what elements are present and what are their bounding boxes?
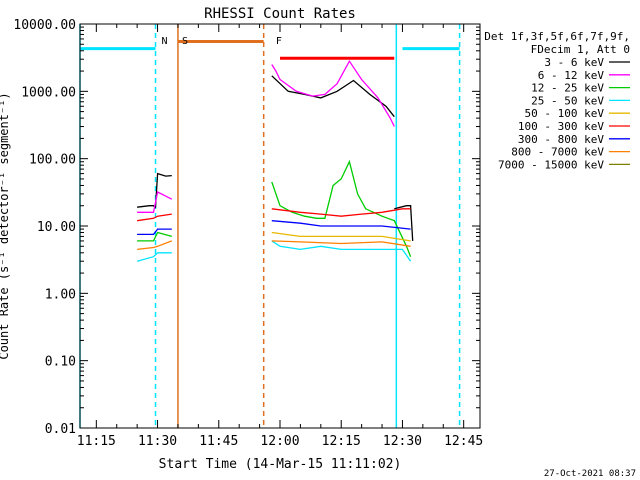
- legend-entry-label: 800 - 7000 keV: [511, 146, 604, 159]
- plot-frame: [79, 23, 481, 429]
- legend-entry-label: 300 - 800 keV: [518, 133, 604, 146]
- legend-entry-label: 3 - 6 keV: [544, 56, 604, 69]
- series-line: [271, 220, 411, 230]
- series-line: [137, 213, 172, 222]
- legend-entry-label: 50 - 100 keV: [525, 107, 605, 120]
- series-line: [271, 231, 411, 242]
- flag-annotation: N: [162, 36, 168, 47]
- series-line: [271, 159, 412, 257]
- x-tick-label: 11:30: [138, 434, 177, 449]
- y-tick-label: 10000.00: [13, 18, 76, 33]
- legend: Det 1f,3f,5f,6f,7f,9f,FDecim 1, Att 03 -…: [484, 30, 630, 171]
- series-line: [136, 252, 172, 262]
- timestamp: 27-Oct-2021 08:37: [544, 469, 636, 479]
- legend-entry-label: 100 - 300 keV: [518, 120, 604, 133]
- x-tick-label: 12:15: [322, 434, 361, 449]
- y-tick-label: 100.00: [29, 153, 76, 168]
- y-tick-label: 0.10: [45, 355, 76, 370]
- flag-bars: [80, 39, 460, 60]
- series-line: [137, 228, 172, 236]
- x-tick-label: 12:30: [383, 434, 422, 449]
- legend-entry-label: 25 - 50 keV: [531, 94, 604, 107]
- chart-title: RHESSI Count Rates: [204, 6, 356, 22]
- series-line: [271, 240, 412, 262]
- series-line: [137, 172, 172, 209]
- x-tick-label: 12:00: [260, 434, 299, 449]
- x-tick-label: 11:45: [199, 434, 238, 449]
- legend-entry-label: 12 - 25 keV: [531, 82, 604, 95]
- y-tick-label: 1.00: [45, 287, 76, 302]
- legend-entry-label: 6 - 12 keV: [538, 69, 605, 82]
- y-tick-label: 10.00: [37, 220, 76, 235]
- series-line: [137, 231, 172, 242]
- series-lines: [136, 59, 414, 262]
- y-tick-label: 1000.00: [21, 85, 76, 100]
- y-tick-label: 0.01: [45, 422, 76, 437]
- flag-annotation: S: [182, 36, 188, 47]
- flag-lines: [79, 24, 461, 428]
- legend-header: FDecim 1, Att 0: [531, 43, 630, 56]
- series-line: [271, 59, 395, 127]
- legend-entry-label: 7000 - 15000 keV: [498, 158, 604, 171]
- x-tick-label: 12:45: [444, 434, 483, 449]
- series-line: [137, 240, 173, 251]
- y-axis-label: Count Rate (s⁻¹ detector⁻¹ segment⁻¹): [0, 92, 11, 359]
- series-line: [271, 208, 411, 217]
- x-axis-label: Start Time (14-Mar-15 11:11:02): [159, 457, 402, 472]
- x-axis: 11:15 11:30 11:45 12:00 12:15 12:30 12:45: [77, 24, 483, 449]
- flag-annotation: F: [276, 36, 282, 47]
- y-axis: 0.01 0.10 1.00 10.00 100.00 1000.00 10000.00: [13, 18, 480, 437]
- series-line: [271, 240, 411, 247]
- series-line: [137, 191, 173, 213]
- series-line: [394, 205, 414, 241]
- x-tick-label: 11:15: [77, 434, 116, 449]
- legend-header: Det 1f,3f,5f,6f,7f,9f,: [484, 30, 630, 43]
